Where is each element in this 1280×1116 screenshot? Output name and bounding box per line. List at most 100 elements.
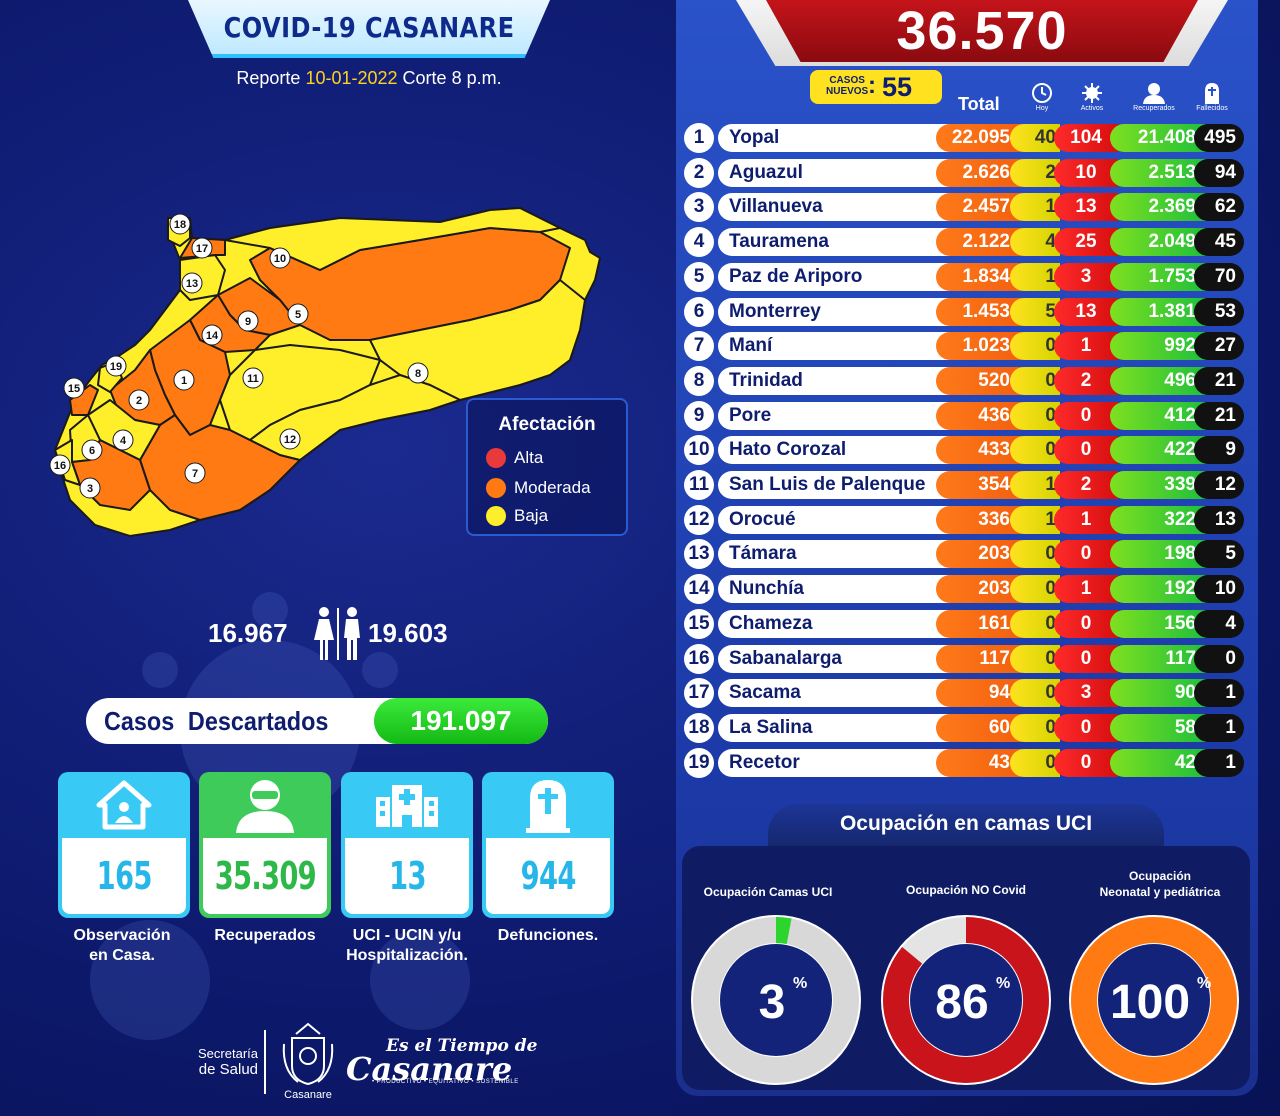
- recovered-cell: 90: [1110, 679, 1206, 708]
- new-cases-colon: :: [868, 72, 876, 99]
- rank-badge: 11: [684, 470, 714, 500]
- gauge-label-line: [678, 868, 858, 884]
- table-row: 8 Trinidad 520 0 2 496 21: [684, 365, 1244, 396]
- deceased-cell: 4: [1194, 609, 1244, 638]
- map-number-badge: [79, 477, 101, 499]
- gauge-label-line: Ocupación: [1128, 869, 1191, 883]
- page-title: COVID-19 CASANARE: [223, 10, 515, 44]
- table-row: 14 Nunchía 203 0 1 192 10: [684, 574, 1244, 605]
- legend-label-baja: Baja: [514, 506, 549, 525]
- card-label-home-observation: Observación en Casa.: [47, 926, 197, 966]
- map-number-label: 16: [54, 460, 66, 472]
- today-cell: 0: [1010, 575, 1060, 604]
- map-region-10: [224, 207, 561, 271]
- gauge-center: [910, 944, 1022, 1056]
- gauge-value: 86: [935, 976, 988, 1029]
- secretaria-line: de Salud: [198, 1061, 258, 1078]
- today-cell: 0: [1010, 713, 1060, 742]
- new-cases-label-line: CASOS: [829, 75, 865, 86]
- column-header-recovered-label: Recuperados: [1133, 105, 1175, 112]
- card-label-line: UCI - UCIN y/u: [352, 927, 462, 944]
- card-value-area: 944: [486, 838, 610, 914]
- today-cell: 0: [1010, 679, 1060, 708]
- total-cell: 161: [936, 609, 1022, 638]
- legend-title: Afectación: [498, 414, 596, 435]
- legend-dot-baja: [486, 506, 506, 526]
- card-recovered: 35.309: [199, 772, 331, 918]
- total-cell: 2.122: [936, 228, 1022, 257]
- table-row: 6 Monterrey 1.453 5 13 1.381 53: [684, 296, 1244, 327]
- card-deaths: 944: [482, 772, 614, 918]
- active-cell: 3: [1054, 262, 1118, 291]
- report-suffix: Corte 8 p.m.: [402, 68, 502, 88]
- card-header: [482, 772, 614, 838]
- recovered-cell: 322: [1110, 505, 1206, 534]
- map-number-label: 15: [68, 383, 80, 395]
- recovered-cell: 198: [1110, 540, 1206, 569]
- deceased-cell: 0: [1194, 644, 1244, 673]
- active-cell: 13: [1054, 193, 1118, 222]
- table-row: 16 Sabanalarga 117 0 0 117 0: [684, 643, 1244, 674]
- active-cell: 2: [1054, 471, 1118, 499]
- today-cell: 2: [1010, 158, 1060, 187]
- today-cell: 1: [1010, 262, 1060, 291]
- report-prefix: Reporte: [236, 68, 301, 88]
- active-cell: 3: [1054, 679, 1118, 708]
- female-count: 16.967: [208, 618, 288, 648]
- card-home-observation: 165: [58, 772, 190, 918]
- gauge-percent-sign: %: [996, 975, 1010, 992]
- map-number-label: 14: [206, 330, 219, 342]
- gauge-label-line: Neonatal y pediátrica: [1099, 885, 1221, 899]
- total-cell: 1.453: [936, 297, 1022, 326]
- rank-badge: 9: [684, 400, 714, 431]
- uci-value: 13: [388, 854, 426, 898]
- deceased-cell: 5: [1194, 540, 1244, 569]
- today-cell: 1: [1010, 471, 1060, 499]
- total-cell: 43: [936, 748, 1022, 777]
- column-header-total: Total: [958, 94, 1000, 114]
- map-number-badge: [184, 462, 206, 484]
- hospital-icon: [376, 785, 438, 827]
- deceased-cell: 62: [1194, 193, 1244, 222]
- gauge-label-line: Ocupación NO Covid: [905, 883, 1026, 897]
- deceased-cell: 1: [1194, 713, 1244, 742]
- gauge-label-uci: Ocupación Camas UCI: [678, 868, 858, 900]
- deceased-cell: 53: [1194, 297, 1244, 326]
- rank-badge: 4: [684, 227, 714, 258]
- total-cell: 436: [936, 401, 1022, 430]
- uci-title-tab: [768, 804, 1164, 846]
- gauge-label-no-covid: Ocupación NO Covid: [876, 866, 1056, 898]
- map-number-badge: [237, 310, 259, 332]
- map-legend: Afectación Alta Moderada Baja: [466, 398, 628, 536]
- active-cell: 10: [1054, 158, 1118, 187]
- active-cell: 25: [1054, 228, 1118, 257]
- recovered-cell: 156: [1110, 609, 1206, 638]
- legend-label-moderada: Moderada: [514, 478, 591, 497]
- recovered-cell: 339: [1110, 471, 1206, 499]
- rank-badge: 13: [684, 539, 714, 570]
- recovered-cell: 422: [1110, 436, 1206, 465]
- map-number-badge: [201, 324, 223, 346]
- brand-line-1: Es el Tiempo de: [386, 1036, 538, 1056]
- recovered-person-icon: [1143, 83, 1165, 104]
- active-cell: 0: [1054, 644, 1118, 673]
- table-row: 13 Támara 203 0 0 198 5: [684, 539, 1244, 570]
- map-region-15: [69, 384, 99, 416]
- table-row: 3 Villanueva 2.457 1 13 2.369 62: [684, 192, 1244, 223]
- map-number-badge: [269, 247, 291, 269]
- card-label-line: Defunciones.: [497, 927, 599, 944]
- deceased-cell: 21: [1194, 366, 1244, 395]
- map-number-label: 1: [181, 375, 187, 387]
- total-cell: 203: [936, 540, 1022, 569]
- card-value-area: 35.309: [203, 838, 327, 914]
- table-row: 9 Pore 436 0 0 412 21: [684, 400, 1244, 431]
- total-cell: 117: [936, 644, 1022, 673]
- rank-badge: 10: [684, 435, 714, 466]
- recovered-cell: 2.369: [1110, 193, 1206, 222]
- recovered-cell: 412: [1110, 401, 1206, 430]
- column-header-deceased: Fallecidos: [1180, 82, 1244, 112]
- active-cell: 0: [1054, 748, 1118, 777]
- deceased-cell: 21: [1194, 401, 1244, 430]
- gauge-label-neonatal: Ocupación Neonatal y pediátrica: [1070, 868, 1250, 900]
- active-cell: 0: [1054, 713, 1118, 742]
